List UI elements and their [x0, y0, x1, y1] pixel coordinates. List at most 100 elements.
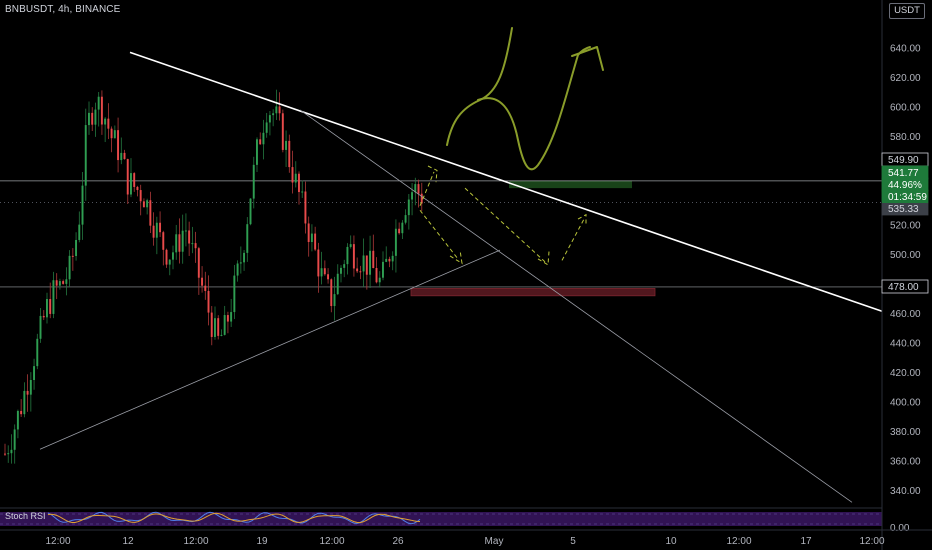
candle-body — [352, 244, 355, 269]
symbol-title: BNBUSDT, 4h, BINANCE — [5, 4, 121, 15]
candle — [346, 243, 349, 275]
candle-body — [239, 262, 242, 264]
candle-body — [346, 246, 349, 265]
candle-body — [20, 410, 23, 415]
candle — [291, 150, 294, 194]
candle-body — [294, 173, 297, 183]
stoch-rsi-indicator: Stoch RSI — [5, 511, 421, 525]
candle-body — [414, 184, 417, 193]
candle-body — [288, 140, 291, 168]
freehand-drawing — [446, 27, 604, 171]
candle — [356, 257, 359, 274]
candle-body — [194, 243, 197, 249]
candle-body — [172, 252, 174, 260]
current-price-badge-text: 44.96% — [888, 180, 922, 191]
ascending-support-line[interactable] — [39, 249, 501, 450]
candle — [327, 268, 330, 284]
candle-body — [52, 280, 55, 314]
price-tick-label: 600.00 — [890, 103, 921, 114]
candle — [120, 137, 123, 165]
indicator-label: Stoch RSI — [5, 511, 46, 521]
time-axis[interactable]: 12:00 12 12:00 19 12:00 26 May 5 10 12:00 17 12:00 — [0, 529, 932, 547]
time-tick-label: 10 — [665, 536, 677, 547]
candle-body — [81, 185, 84, 225]
candle — [372, 234, 375, 269]
candle — [13, 424, 16, 464]
candle — [369, 235, 372, 289]
candle-body — [388, 258, 391, 262]
candle-body — [391, 255, 394, 262]
price-tags: 549.90541.7744.96%01:34:59535.33478.0054… — [881, 152, 929, 294]
candle — [268, 111, 271, 136]
candle-body — [336, 273, 339, 295]
candle — [256, 137, 258, 173]
zones-layer — [410, 180, 656, 297]
candle-body — [162, 232, 165, 250]
price-axis[interactable]: 340.00 360.00 380.00 400.00 420.00 440.00 460.… — [881, 0, 921, 550]
candle — [188, 221, 191, 256]
candle — [333, 276, 336, 321]
candle-body — [340, 267, 342, 274]
candle-body — [314, 233, 317, 250]
candle-body — [281, 113, 284, 150]
candle — [310, 224, 313, 252]
candle-body — [223, 315, 226, 335]
candle-body — [46, 299, 48, 318]
candle — [23, 382, 26, 418]
candle-body — [7, 453, 10, 455]
candle-body — [327, 274, 330, 280]
candle — [152, 212, 155, 246]
price-tag-text: 478.00 — [888, 282, 919, 293]
candle — [314, 226, 317, 252]
candle-body — [97, 96, 100, 110]
candle-body — [249, 198, 252, 225]
descending-trendline[interactable] — [129, 51, 883, 313]
candle-body — [68, 255, 71, 280]
candle-body — [75, 239, 78, 257]
candle-body — [272, 113, 275, 116]
candle-body — [13, 429, 16, 450]
candle-body — [39, 315, 42, 339]
currency-button[interactable]: USDT — [889, 3, 925, 19]
candle-body — [201, 277, 204, 286]
stoch-d-line — [47, 512, 421, 524]
time-tick-label: 12:00 — [319, 536, 344, 547]
candle — [307, 216, 310, 257]
candle — [278, 92, 281, 121]
candle — [220, 329, 223, 337]
candle — [39, 308, 42, 343]
candle — [401, 220, 404, 240]
candle — [285, 130, 288, 168]
candle-body — [385, 258, 388, 262]
indicator-pane — [0, 507, 882, 526]
candle — [243, 249, 246, 271]
candle — [94, 102, 97, 137]
candle-body — [42, 315, 45, 318]
projection-arrowhead-4 — [577, 213, 587, 227]
trendlines-layer[interactable] — [39, 51, 883, 503]
price-tag-0: 549.90 — [881, 152, 929, 167]
candle-body — [84, 125, 87, 186]
candle — [236, 260, 239, 282]
candle — [136, 185, 139, 197]
candle — [259, 132, 262, 145]
price-tick-label: 440.00 — [890, 339, 921, 350]
candle-body — [165, 249, 168, 265]
candle — [71, 248, 74, 271]
candle — [304, 181, 307, 234]
candle-body — [230, 312, 233, 322]
price-tick-label: 460.00 — [890, 309, 921, 320]
candle — [78, 211, 81, 243]
candle-body — [178, 234, 181, 252]
candle-body — [310, 233, 313, 243]
candle-body — [262, 132, 265, 145]
time-tick-label: 19 — [256, 536, 268, 547]
candle — [142, 198, 145, 208]
candle — [317, 242, 320, 293]
candle — [404, 209, 407, 225]
candle — [365, 255, 368, 290]
candle — [104, 117, 107, 143]
time-tick-label: 12 — [122, 536, 134, 547]
inner-descending-line[interactable] — [299, 109, 853, 503]
